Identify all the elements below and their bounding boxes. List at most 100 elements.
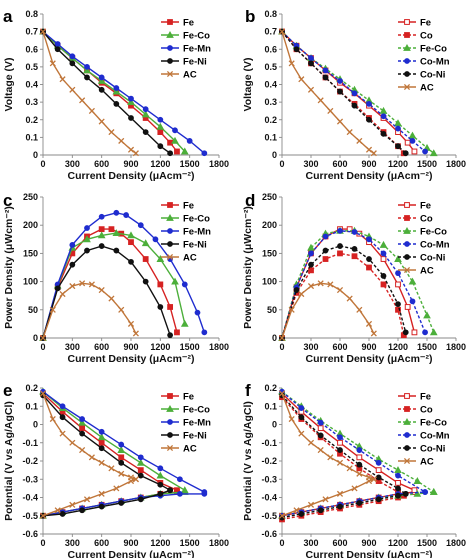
data-point: [128, 115, 134, 121]
legend-label: Co-Ni: [420, 444, 445, 455]
x-tick-label: 300: [303, 342, 318, 352]
data-point: [97, 231, 106, 239]
data-point: [176, 476, 183, 483]
data-point: [117, 446, 126, 453]
data-point: [137, 496, 144, 503]
data-point: [39, 390, 47, 397]
data-point: [395, 125, 401, 132]
legend-marker: [404, 32, 410, 38]
y-tick-label: -0.2: [22, 456, 38, 466]
data-point: [118, 454, 125, 461]
panel-letter: d: [245, 191, 255, 210]
data-point: [395, 301, 401, 308]
legend-marker: [404, 432, 410, 438]
series-fe-ni: [40, 392, 174, 519]
series-co-ni: [279, 392, 409, 521]
data-point: [180, 486, 189, 494]
data-point: [337, 88, 343, 95]
data-point: [395, 306, 401, 313]
data-point: [307, 439, 315, 446]
y-tick-label: 50: [267, 305, 277, 315]
data-point: [337, 227, 343, 234]
data-point: [337, 250, 343, 257]
y-tick-label: 0.3: [264, 97, 277, 107]
data-point: [356, 137, 363, 144]
data-point: [298, 414, 305, 421]
legend-label: Fe-Ni: [183, 240, 207, 251]
data-point: [98, 503, 105, 510]
data-point: [157, 116, 164, 123]
data-point: [336, 459, 344, 466]
data-point: [98, 490, 105, 497]
series-line: [281, 394, 407, 495]
data-point: [375, 474, 382, 481]
series-line: [281, 478, 375, 517]
series-line: [42, 228, 178, 339]
data-point: [127, 474, 135, 481]
data-point: [84, 74, 90, 81]
data-point: [132, 150, 139, 157]
x-axis-title: Current Density (μAcm⁻²): [306, 170, 433, 182]
data-point: [157, 481, 164, 488]
data-point: [370, 150, 377, 157]
data-point: [98, 287, 105, 294]
data-point: [69, 86, 76, 93]
legend-marker: [404, 445, 410, 451]
series-fe-co: [278, 226, 438, 341]
x-tick-label: 300: [303, 538, 318, 548]
data-point: [78, 418, 86, 426]
data-point: [422, 148, 428, 155]
series-fe-mn: [40, 28, 208, 157]
data-point: [379, 240, 388, 248]
panel-letter: f: [245, 381, 251, 400]
data-point: [54, 41, 61, 47]
data-point: [429, 328, 438, 336]
data-point: [49, 306, 56, 313]
series-line: [281, 252, 405, 339]
y-tick-label: 0.1: [25, 401, 38, 411]
y-tick-label: 0.5: [264, 62, 277, 72]
data-point: [366, 236, 372, 243]
chart-panel-e: 0 300 600 900 1200 1500 1800 -0.6 -0.5 -0.4 -0.3 -0…: [3, 381, 229, 558]
data-point: [118, 137, 125, 144]
data-point: [108, 295, 115, 302]
y-axis-title: Potential (V vs Ag/AgCl): [242, 401, 254, 521]
y-tick-label: 0.3: [25, 97, 38, 107]
data-point: [128, 258, 134, 265]
data-point: [356, 461, 363, 468]
data-point: [69, 439, 76, 446]
data-point: [298, 76, 305, 83]
series-line: [281, 392, 415, 491]
data-point: [118, 441, 125, 448]
data-point: [59, 290, 66, 298]
legend-marker: [167, 58, 173, 64]
data-point: [118, 500, 125, 506]
data-point: [327, 454, 334, 461]
data-point: [69, 60, 76, 67]
data-point: [422, 329, 428, 336]
data-point: [346, 295, 353, 302]
y-axis-title: Power Density (μWcm⁻²): [242, 206, 254, 329]
data-point: [49, 415, 56, 423]
data-point: [346, 465, 353, 472]
data-point: [142, 129, 149, 135]
chart-panel-b: 0 300 600 900 1200 1500 1800 0 0.1 0.2 0.3 0.4 0.5 0.…: [242, 7, 466, 182]
data-point: [366, 256, 372, 262]
data-point: [395, 480, 401, 486]
data-point: [137, 467, 144, 474]
data-point: [308, 55, 314, 61]
legend: Fe Fe-Co Fe-Mn Fe-Ni AC: [161, 392, 211, 455]
data-point: [132, 330, 139, 337]
legend-label: Fe-Co: [420, 418, 447, 429]
legend-label: Co-Ni: [420, 70, 445, 81]
x-tick-label: 900: [123, 342, 138, 352]
data-point: [404, 304, 411, 310]
data-point: [395, 472, 401, 479]
data-point: [317, 507, 324, 514]
data-point: [413, 477, 422, 484]
data-point: [336, 118, 344, 125]
legend-marker: [403, 266, 411, 274]
legend-marker: [167, 432, 173, 438]
data-point: [113, 247, 120, 254]
panel-letter: e: [3, 381, 12, 400]
